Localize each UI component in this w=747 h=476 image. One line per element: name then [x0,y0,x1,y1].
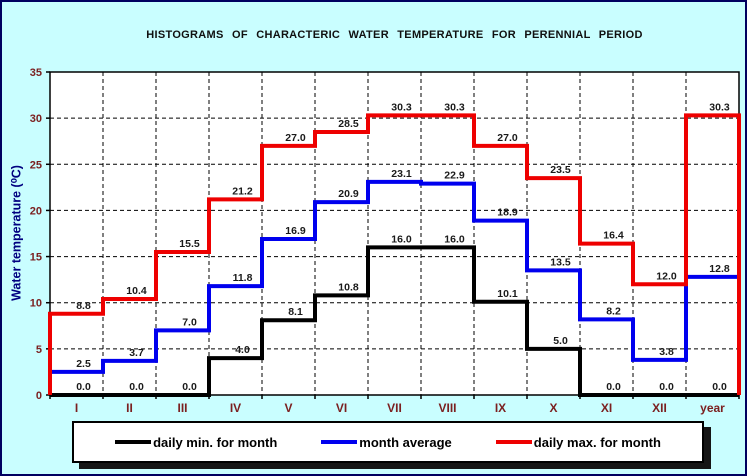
data-label-month-average: 20.9 [338,188,359,200]
series-daily-min-for-month-line [50,245,739,397]
y-tick-label: 10 [30,298,42,310]
data-label-daily-max-for-month: 27.0 [285,132,306,144]
data-label-daily-max-for-month: 30.3 [444,101,465,113]
data-label-month-average: 12.8 [709,263,730,275]
data-label-daily-min-for-month: 10.1 [497,288,518,300]
data-label-daily-max-for-month: 27.0 [497,132,518,144]
data-label-daily-min-for-month: 0.0 [606,381,621,393]
legend-label: month average [359,434,452,450]
data-label-daily-min-for-month: 0.0 [76,381,91,393]
daily-max-line-swatch-icon [495,440,532,444]
legend-item-month-average: month average [321,434,452,450]
y-tick-label: 25 [30,159,42,171]
x-category-label: IV [230,401,241,415]
data-label-daily-min-for-month: 0.0 [129,381,144,393]
data-label-daily-min-for-month: 16.0 [444,233,465,245]
data-label-daily-min-for-month: 4.0 [235,344,250,356]
y-tick-label: 30 [30,113,42,125]
data-label-month-average: 3.8 [659,346,674,358]
data-label-month-average: 16.9 [285,225,306,237]
data-label-month-average: 7.0 [182,316,197,328]
x-category-label: VII [387,401,402,415]
data-label-month-average: 8.2 [606,305,621,317]
daily-min-line-swatch-icon [115,440,152,444]
x-category-label: VI [336,401,347,415]
y-tick-label: 0 [36,390,42,402]
y-tick-label: 5 [36,344,42,356]
x-category-label: VIII [438,401,456,415]
data-label-daily-max-for-month: 23.5 [550,164,571,176]
series-daily-max-for-month-line [48,113,741,395]
x-category-label: I [75,401,78,415]
data-label-daily-max-for-month: 21.2 [232,185,253,197]
data-label-month-average: 3.7 [129,347,144,359]
month-average-line-swatch-icon [321,440,358,444]
data-label-daily-min-for-month: 10.8 [338,281,359,293]
x-category-label: XII [652,401,667,415]
legend-item-daily-min: daily min. for month [115,435,277,450]
x-category-label: II [126,401,133,415]
data-label-month-average: 2.5 [76,358,91,370]
data-label-month-average: 18.9 [497,207,518,219]
data-label-daily-max-for-month: 30.3 [709,101,730,113]
data-label-daily-min-for-month: 0.0 [659,381,674,393]
y-tick-label: 35 [30,67,42,79]
data-label-daily-max-for-month: 30.3 [391,101,412,113]
data-label-month-average: 23.1 [391,168,412,180]
data-label-daily-max-for-month: 28.5 [338,118,359,130]
data-label-daily-max-for-month: 12.0 [656,270,677,282]
x-category-label: IX [495,401,506,415]
data-label-daily-max-for-month: 8.8 [76,300,91,312]
data-label-daily-max-for-month: 10.4 [126,285,147,297]
data-label-daily-min-for-month: 16.0 [391,233,412,245]
y-tick-label: 15 [30,252,42,264]
chart-legend: daily min. for month month average daily… [72,421,704,463]
legend-item-daily-max: daily max. for month [495,434,661,450]
data-label-daily-min-for-month: 0.0 [182,381,197,393]
data-label-daily-min-for-month: 5.0 [553,335,568,347]
legend-label: daily max. for month [533,434,661,450]
data-label-month-average: 22.9 [444,170,465,182]
x-category-label: III [177,401,187,415]
series-month-average-line [48,179,741,395]
chart-title: HISTOGRAMS OF CHARACTERIC WATER TEMPERAT… [146,29,643,41]
data-label-daily-max-for-month: 15.5 [179,238,200,250]
x-category-label: year [700,401,725,415]
data-label-daily-min-for-month: 8.1 [288,306,303,318]
legend-label: daily min. for month [153,434,278,450]
data-label-daily-min-for-month: 0.0 [712,381,727,393]
x-category-label: X [549,401,557,415]
data-label-month-average: 13.5 [550,256,571,268]
data-label-daily-max-for-month: 16.4 [603,230,624,242]
x-category-label: V [284,401,292,415]
data-label-month-average: 11.8 [233,272,253,284]
x-category-label: XI [601,401,612,415]
y-tick-label: 20 [30,205,42,217]
